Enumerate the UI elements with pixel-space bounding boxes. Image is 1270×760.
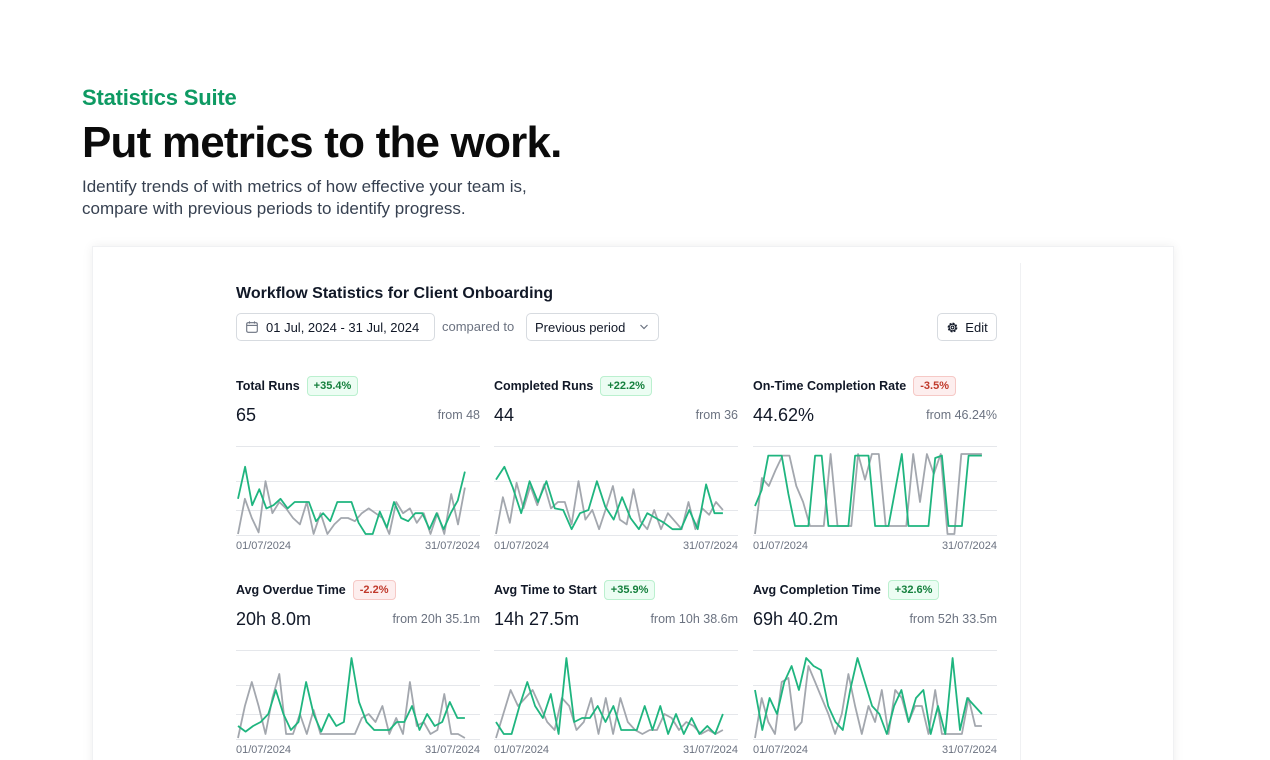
current-period-line — [495, 465, 723, 531]
metric-title: Avg Overdue Time — [236, 583, 346, 597]
x-axis: 01/07/2024 31/07/2024 — [753, 744, 997, 758]
x-axis-start: 01/07/2024 — [494, 744, 550, 756]
x-axis-start: 01/07/2024 — [753, 744, 809, 756]
x-axis-end: 31/07/2024 — [682, 540, 738, 552]
previous-period-line — [754, 665, 982, 739]
page-subhead: Identify trends of with metrics of how e… — [82, 176, 642, 220]
change-badge: +35.9% — [603, 580, 656, 600]
x-axis-start: 01/07/2024 — [236, 540, 292, 552]
chevron-down-icon — [640, 324, 648, 330]
current-period-line — [754, 657, 983, 735]
edit-button-label: Edit — [965, 319, 988, 335]
metric-title: Total Runs — [236, 379, 300, 393]
x-axis-start: 01/07/2024 — [236, 744, 292, 756]
sparkline-chart — [494, 446, 738, 536]
change-badge: -3.5% — [913, 376, 957, 396]
edit-button[interactable]: Edit — [937, 313, 997, 341]
x-axis-end: 31/07/2024 — [682, 744, 738, 756]
metric-previous-value: from 20h 35.1m — [392, 612, 480, 626]
x-axis: 01/07/2024 31/07/2024 — [236, 540, 480, 554]
metric-value: 20h 8.0m — [236, 609, 312, 629]
metric-previous-value: from 10h 38.6m — [650, 612, 738, 626]
metric-card-completed-runs: Completed Runs +22.2% 44 from 36 01/07/2… — [494, 376, 738, 552]
current-period-line — [237, 657, 465, 733]
date-range-text: 01 Jul, 2024 - 31 Jul, 2024 — [266, 319, 420, 335]
x-axis-end: 31/07/2024 — [941, 744, 997, 756]
metric-title: Completed Runs — [494, 379, 594, 393]
metric-value: 44.62% — [753, 405, 815, 425]
x-axis-start: 01/07/2024 — [753, 540, 809, 552]
page-headline: Put metrics to the work. — [82, 118, 562, 167]
metric-title: On-Time Completion Rate — [753, 379, 907, 393]
x-axis-end: 31/07/2024 — [424, 744, 480, 756]
metric-value: 65 — [236, 405, 257, 425]
change-badge: +22.2% — [600, 376, 652, 396]
metric-card-avg-time-to-start: Avg Time to Start +35.9% 14h 27.5m from … — [494, 580, 738, 756]
eyebrow-label: Statistics Suite — [82, 85, 237, 110]
metric-previous-value: from 52h 33.5m — [909, 612, 997, 626]
subhead-line-1: Identify trends of with metrics of how e… — [82, 177, 527, 196]
x-axis: 01/07/2024 31/07/2024 — [494, 540, 738, 554]
previous-period-line — [237, 673, 466, 739]
x-axis: 01/07/2024 31/07/2024 — [753, 540, 997, 554]
metric-card-total-runs: Total Runs +35.4% 65 from 48 01/07/2024 … — [236, 376, 480, 552]
metric-previous-value: from 36 — [695, 408, 738, 422]
previous-period-line — [495, 480, 724, 535]
metric-title: Avg Completion Time — [753, 583, 881, 597]
sparkline-chart — [494, 650, 738, 740]
x-axis: 01/07/2024 31/07/2024 — [236, 744, 480, 758]
dashboard-panel: Workflow Statistics for Client Onboardin… — [236, 284, 997, 756]
card-divider — [1020, 263, 1021, 760]
metric-previous-value: from 46.24% — [926, 408, 997, 422]
previous-period-line — [754, 453, 982, 535]
current-period-line — [237, 465, 466, 535]
change-badge: +32.6% — [887, 580, 940, 600]
sparkline-chart — [753, 446, 997, 536]
change-badge: -2.2% — [352, 580, 396, 600]
hero-section: Statistics Suite Put metrics to the work… — [82, 84, 642, 220]
metric-value: 44 — [494, 405, 515, 425]
comparison-period-select[interactable]: Previous period — [526, 313, 659, 341]
x-axis: 01/07/2024 31/07/2024 — [494, 744, 738, 758]
metric-value: 14h 27.5m — [494, 609, 580, 629]
gear-icon — [947, 322, 958, 332]
metric-card-avg-overdue-time: Avg Overdue Time -2.2% 20h 8.0m from 20h… — [236, 580, 480, 756]
x-axis-start: 01/07/2024 — [494, 540, 550, 552]
date-range-picker[interactable]: 01 Jul, 2024 - 31 Jul, 2024 — [236, 313, 435, 341]
subhead-line-2: compare with previous periods to identif… — [82, 199, 466, 218]
x-axis-end: 31/07/2024 — [424, 540, 480, 552]
dashboard-controls: 01 Jul, 2024 - 31 Jul, 2024 compared to … — [236, 313, 997, 341]
metric-card-on-time-completion-rate: On-Time Completion Rate -3.5% 44.62% fro… — [753, 376, 997, 552]
sparkline-chart — [236, 650, 480, 740]
metric-previous-value: from 48 — [437, 408, 480, 422]
sparkline-chart — [236, 446, 480, 536]
x-axis-end: 31/07/2024 — [941, 540, 997, 552]
sparkline-chart — [753, 650, 997, 740]
calendar-icon — [246, 321, 258, 333]
metric-card-avg-completion-time: Avg Completion Time +32.6% 69h 40.2m fro… — [753, 580, 997, 756]
compared-to-label: compared to — [442, 319, 515, 334]
change-badge: +35.4% — [306, 376, 359, 396]
current-period-line — [495, 657, 724, 735]
metric-title: Avg Time to Start — [494, 583, 597, 597]
dashboard-title: Workflow Statistics for Client Onboardin… — [236, 285, 554, 302]
metric-value: 69h 40.2m — [753, 609, 839, 629]
current-period-line — [754, 453, 982, 527]
comparison-period-value: Previous period — [535, 319, 626, 335]
